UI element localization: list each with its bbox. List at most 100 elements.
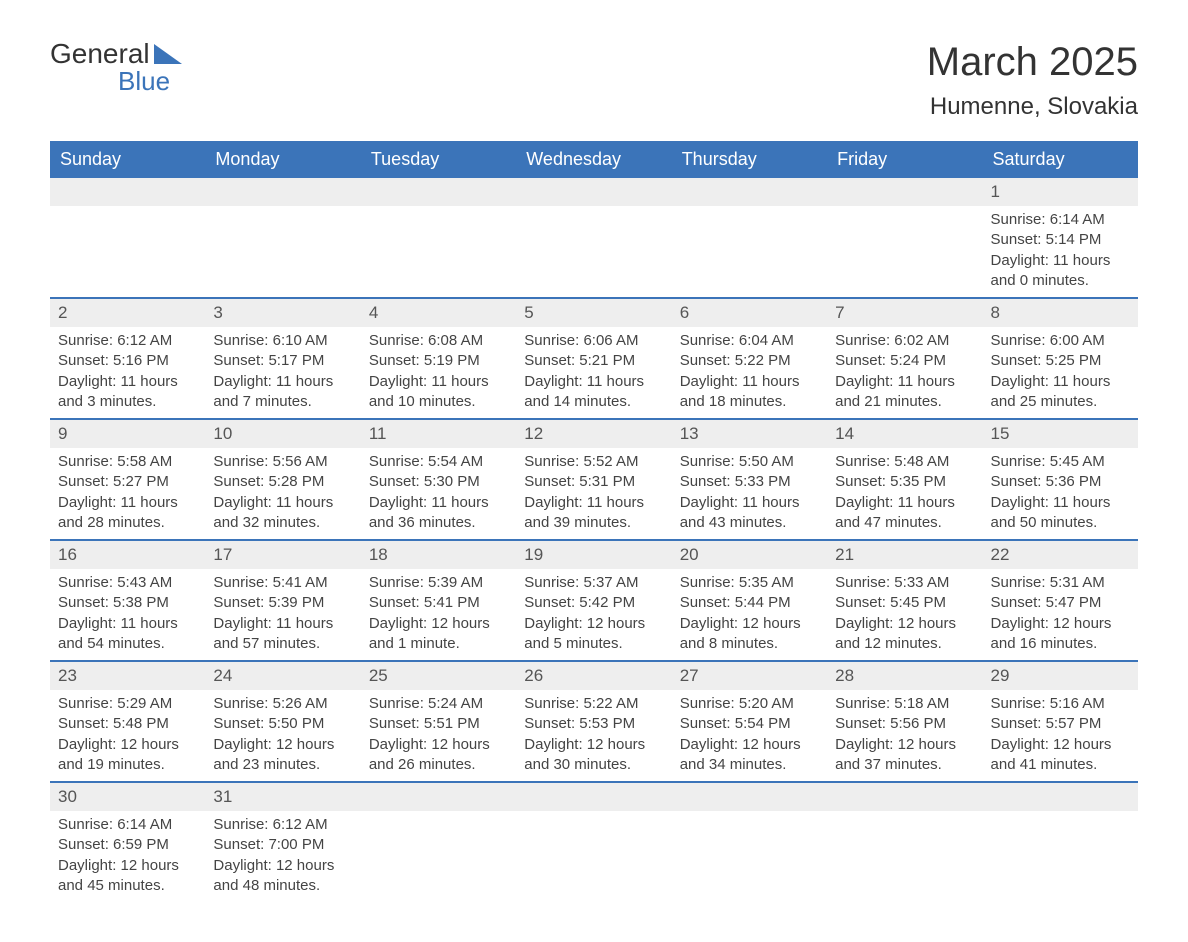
day-sunrise: Sunrise: 5:31 AM [991, 573, 1130, 593]
day-sunset: Sunset: 5:33 PM [680, 472, 819, 492]
day-sunrise: Sunrise: 5:33 AM [835, 573, 974, 593]
day-dl1: Daylight: 12 hours [680, 735, 819, 755]
day-dl1: Daylight: 12 hours [991, 735, 1130, 755]
day-data-row: Sunrise: 6:14 AMSunset: 6:59 PMDaylight:… [50, 811, 1138, 902]
calendar-head: Sunday Monday Tuesday Wednesday Thursday… [50, 141, 1138, 178]
day-dl2: and 30 minutes. [524, 755, 663, 775]
day-sunset: Sunset: 5:57 PM [991, 714, 1130, 734]
day-cell: Sunrise: 6:12 AMSunset: 7:00 PMDaylight:… [205, 811, 360, 902]
day-dl1: Daylight: 12 hours [58, 856, 197, 876]
day-sunrise: Sunrise: 5:37 AM [524, 573, 663, 593]
day-dl2: and 16 minutes. [991, 634, 1130, 654]
day-number: 21 [827, 540, 982, 569]
day-dl2: and 36 minutes. [369, 513, 508, 533]
weekday-header: Sunday [50, 141, 205, 178]
day-sunset: Sunset: 5:22 PM [680, 351, 819, 371]
day-sunset: Sunset: 5:39 PM [213, 593, 352, 613]
day-cell: Sunrise: 5:26 AMSunset: 5:50 PMDaylight:… [205, 690, 360, 782]
day-number: 25 [361, 661, 516, 690]
day-dl2: and 25 minutes. [991, 392, 1130, 412]
day-dl2: and 5 minutes. [524, 634, 663, 654]
day-number-row: 3031 [50, 782, 1138, 811]
day-dl1: Daylight: 11 hours [835, 493, 974, 513]
day-sunrise: Sunrise: 5:22 AM [524, 694, 663, 714]
day-sunrise: Sunrise: 6:14 AM [58, 815, 197, 835]
day-sunset: Sunset: 5:31 PM [524, 472, 663, 492]
day-sunset: Sunset: 5:24 PM [835, 351, 974, 371]
day-cell [827, 206, 982, 298]
day-dl1: Daylight: 11 hours [369, 372, 508, 392]
day-sunset: Sunset: 5:51 PM [369, 714, 508, 734]
day-sunset: Sunset: 5:38 PM [58, 593, 197, 613]
day-number: 16 [50, 540, 205, 569]
day-cell: Sunrise: 5:56 AMSunset: 5:28 PMDaylight:… [205, 448, 360, 540]
day-sunset: Sunset: 6:59 PM [58, 835, 197, 855]
day-data-row: Sunrise: 5:43 AMSunset: 5:38 PMDaylight:… [50, 569, 1138, 661]
day-sunrise: Sunrise: 5:39 AM [369, 573, 508, 593]
day-number: 7 [827, 298, 982, 327]
day-number: 18 [361, 540, 516, 569]
day-sunset: Sunset: 5:35 PM [835, 472, 974, 492]
day-dl1: Daylight: 11 hours [835, 372, 974, 392]
weekday-header: Wednesday [516, 141, 671, 178]
day-number: 31 [205, 782, 360, 811]
logo-text-1: General [50, 40, 150, 68]
day-dl2: and 8 minutes. [680, 634, 819, 654]
day-sunset: Sunset: 5:30 PM [369, 472, 508, 492]
day-number: 30 [50, 782, 205, 811]
day-cell: Sunrise: 5:54 AMSunset: 5:30 PMDaylight:… [361, 448, 516, 540]
day-sunset: Sunset: 5:42 PM [524, 593, 663, 613]
day-cell: Sunrise: 6:04 AMSunset: 5:22 PMDaylight:… [672, 327, 827, 419]
day-number: 22 [983, 540, 1138, 569]
day-dl1: Daylight: 12 hours [213, 735, 352, 755]
weekday-header: Thursday [672, 141, 827, 178]
day-number: 5 [516, 298, 671, 327]
day-number [672, 782, 827, 811]
day-sunset: Sunset: 5:25 PM [991, 351, 1130, 371]
day-sunrise: Sunrise: 6:06 AM [524, 331, 663, 351]
day-sunrise: Sunrise: 6:02 AM [835, 331, 974, 351]
day-sunrise: Sunrise: 5:16 AM [991, 694, 1130, 714]
location-label: Humenne, Slovakia [927, 93, 1138, 121]
day-dl1: Daylight: 11 hours [213, 372, 352, 392]
day-cell: Sunrise: 6:14 AMSunset: 5:14 PMDaylight:… [983, 206, 1138, 298]
day-cell: Sunrise: 5:20 AMSunset: 5:54 PMDaylight:… [672, 690, 827, 782]
day-dl1: Daylight: 11 hours [58, 493, 197, 513]
day-data-row: Sunrise: 6:14 AMSunset: 5:14 PMDaylight:… [50, 206, 1138, 298]
day-dl1: Daylight: 12 hours [835, 735, 974, 755]
day-data-row: Sunrise: 5:58 AMSunset: 5:27 PMDaylight:… [50, 448, 1138, 540]
day-dl2: and 32 minutes. [213, 513, 352, 533]
day-cell: Sunrise: 5:29 AMSunset: 5:48 PMDaylight:… [50, 690, 205, 782]
day-sunrise: Sunrise: 6:08 AM [369, 331, 508, 351]
day-number: 20 [672, 540, 827, 569]
day-dl2: and 23 minutes. [213, 755, 352, 775]
day-cell: Sunrise: 6:06 AMSunset: 5:21 PMDaylight:… [516, 327, 671, 419]
day-data-row: Sunrise: 5:29 AMSunset: 5:48 PMDaylight:… [50, 690, 1138, 782]
day-number: 28 [827, 661, 982, 690]
day-dl2: and 57 minutes. [213, 634, 352, 654]
day-cell: Sunrise: 6:02 AMSunset: 5:24 PMDaylight:… [827, 327, 982, 419]
day-number [672, 178, 827, 206]
day-sunrise: Sunrise: 5:52 AM [524, 452, 663, 472]
day-dl1: Daylight: 11 hours [524, 493, 663, 513]
day-dl1: Daylight: 12 hours [58, 735, 197, 755]
day-cell [516, 811, 671, 902]
day-cell: Sunrise: 5:43 AMSunset: 5:38 PMDaylight:… [50, 569, 205, 661]
day-sunrise: Sunrise: 5:48 AM [835, 452, 974, 472]
day-dl2: and 12 minutes. [835, 634, 974, 654]
day-sunset: Sunset: 5:36 PM [991, 472, 1130, 492]
day-cell [516, 206, 671, 298]
day-number: 24 [205, 661, 360, 690]
day-dl2: and 48 minutes. [213, 876, 352, 896]
day-number: 27 [672, 661, 827, 690]
logo-text-2: Blue [118, 68, 182, 94]
day-dl2: and 28 minutes. [58, 513, 197, 533]
day-cell: Sunrise: 6:14 AMSunset: 6:59 PMDaylight:… [50, 811, 205, 902]
weekday-header: Tuesday [361, 141, 516, 178]
day-cell: Sunrise: 6:12 AMSunset: 5:16 PMDaylight:… [50, 327, 205, 419]
day-number [205, 178, 360, 206]
day-cell: Sunrise: 6:08 AMSunset: 5:19 PMDaylight:… [361, 327, 516, 419]
day-number [827, 178, 982, 206]
day-sunset: Sunset: 5:53 PM [524, 714, 663, 734]
day-sunset: Sunset: 5:47 PM [991, 593, 1130, 613]
